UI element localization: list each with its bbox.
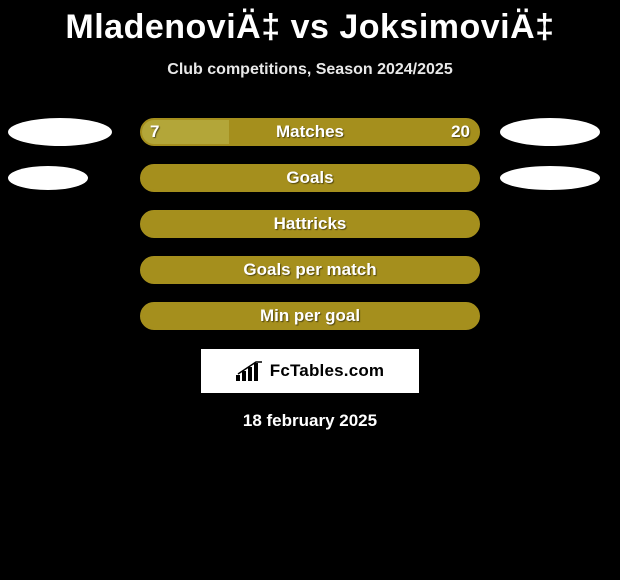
stat-bar-goals: Goals <box>140 164 480 192</box>
player-left-avatar <box>8 118 112 146</box>
page-subtitle: Club competitions, Season 2024/2025 <box>0 61 620 79</box>
date-label: 18 february 2025 <box>0 411 620 431</box>
stat-label: Goals per match <box>142 260 478 280</box>
brand-text: FcTables.com <box>270 361 385 381</box>
brand-box[interactable]: FcTables.com <box>201 349 419 393</box>
stat-label: Goals <box>142 168 478 188</box>
player-left-avatar <box>8 166 88 190</box>
comparison-chart: Matches720 Goals Hattricks Goals per match M… <box>0 109 620 339</box>
page-title: MladenoviÄ‡ vs JoksimoviÄ‡ <box>0 0 620 47</box>
brand-logo-icon <box>236 361 264 381</box>
player-right-avatar <box>500 118 600 146</box>
stat-row-min-per-goal: Min per goal <box>0 293 620 339</box>
stat-row-goals: Goals <box>0 155 620 201</box>
stat-row-goals-per-match: Goals per match <box>0 247 620 293</box>
stat-row-hattricks: Hattricks <box>0 201 620 247</box>
stat-bar-goals-per-match: Goals per match <box>140 256 480 284</box>
stat-bar-right-fill <box>229 120 478 144</box>
stat-bar-min-per-goal: Min per goal <box>140 302 480 330</box>
stat-bar-hattricks: Hattricks <box>140 210 480 238</box>
stat-label: Min per goal <box>142 306 478 326</box>
stat-row-matches: Matches720 <box>0 109 620 155</box>
stat-bar-matches: Matches <box>140 118 480 146</box>
player-right-avatar <box>500 166 600 190</box>
stat-label: Hattricks <box>142 214 478 234</box>
stat-bar-left-fill <box>142 120 229 144</box>
